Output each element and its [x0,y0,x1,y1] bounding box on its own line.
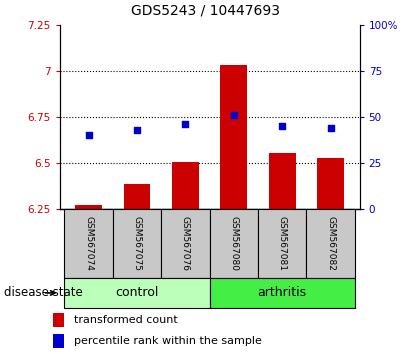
Text: GDS5243 / 10447693: GDS5243 / 10447693 [131,4,280,18]
Bar [172,162,199,209]
Bar [53,334,64,348]
Point [231,112,237,118]
Bar [306,209,355,278]
Bar [113,209,161,278]
Bar [161,209,210,278]
Text: disease state: disease state [4,286,83,299]
Bar [220,65,247,209]
Bar [65,278,210,308]
Bar [269,153,296,209]
Text: percentile rank within the sample: percentile rank within the sample [74,336,262,346]
Bar [258,209,306,278]
Text: GSM567082: GSM567082 [326,216,335,271]
Text: GSM567076: GSM567076 [181,216,190,271]
Text: GSM567075: GSM567075 [132,216,141,271]
Bar [53,313,64,327]
Bar [124,184,150,209]
Point [327,125,334,131]
Text: transformed count: transformed count [74,315,178,325]
Text: control: control [115,286,159,299]
Bar [75,205,102,209]
Bar [210,278,355,308]
Text: GSM567080: GSM567080 [229,216,238,271]
Point [279,123,286,129]
Text: arthritis: arthritis [258,286,307,299]
Text: GSM567074: GSM567074 [84,216,93,271]
Bar [210,209,258,278]
Point [134,127,140,132]
Bar [317,158,344,209]
Point [182,121,189,127]
Bar [65,209,113,278]
Text: GSM567081: GSM567081 [278,216,287,271]
Point [85,132,92,138]
